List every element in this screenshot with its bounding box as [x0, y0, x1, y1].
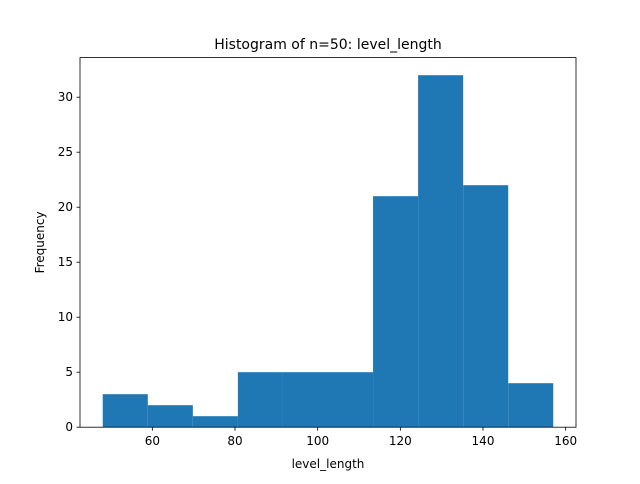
- histogram-bars: [102, 75, 554, 428]
- histogram-bar: [463, 185, 509, 428]
- x-tick-label: 160: [554, 434, 577, 448]
- plot-frame: [79, 57, 577, 428]
- y-tick-label: 15: [58, 255, 73, 269]
- histogram-bar: [282, 372, 328, 428]
- x-axis-label: level_length: [292, 457, 365, 471]
- x-tick-label: 120: [389, 434, 412, 448]
- y-axis-label: Frequency: [33, 211, 47, 273]
- histogram-bar: [102, 394, 148, 428]
- x-axis-ticks: 60 80 100 120 140 160: [145, 427, 577, 448]
- histogram-bar: [418, 75, 464, 428]
- y-tick-label: 5: [65, 365, 73, 379]
- histogram-bar: [147, 405, 193, 428]
- x-tick-label: 140: [472, 434, 495, 448]
- chart-title: Histogram of n=50: level_length: [214, 37, 442, 53]
- y-tick-label: 0: [65, 420, 73, 434]
- x-tick-label: 60: [145, 434, 160, 448]
- y-tick-label: 10: [58, 310, 73, 324]
- y-tick-label: 20: [58, 200, 73, 214]
- histogram-bar: [328, 372, 374, 428]
- y-tick-label: 30: [58, 90, 73, 104]
- y-tick-label: 25: [58, 145, 73, 159]
- x-tick-label: 100: [306, 434, 329, 448]
- histogram-bar: [373, 196, 419, 428]
- histogram-bar: [508, 383, 554, 428]
- histogram-bar: [192, 416, 238, 428]
- y-axis-ticks: 0 5 10 15 20 25 30: [58, 90, 80, 434]
- x-tick-label: 80: [227, 434, 242, 448]
- histogram-bar: [237, 372, 283, 428]
